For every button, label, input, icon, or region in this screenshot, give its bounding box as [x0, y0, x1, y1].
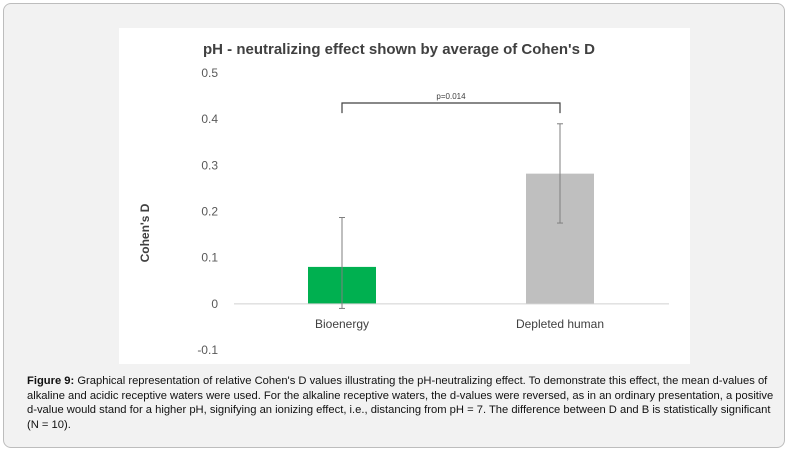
- caption-label: Figure 9:: [27, 375, 75, 387]
- y-tick-label: 0: [211, 297, 218, 311]
- y-axis-label: Cohen's D: [138, 203, 152, 262]
- y-tick-label: 0.1: [201, 251, 218, 265]
- figure-caption: Figure 9: Graphical representation of re…: [27, 374, 777, 432]
- significance-label: p=0.014: [436, 92, 466, 101]
- y-tick-label: -0.1: [197, 343, 218, 357]
- x-tick-label: Depleted human: [516, 317, 604, 331]
- bar-chart: pH - neutralizing effect shown by averag…: [138, 41, 669, 357]
- y-tick-label: 0.2: [201, 205, 218, 219]
- x-tick-label: Bioenergy: [315, 317, 369, 331]
- y-tick-label: 0.5: [201, 66, 218, 80]
- plot-area: 0.5 0.4 0.3 0.2 0.1 0 -0.1 Bioenergy Depleted hu…: [197, 66, 669, 357]
- chart-panel: pH - neutralizing effect shown by averag…: [119, 28, 690, 364]
- y-tick-label: 0.3: [201, 158, 218, 172]
- caption-text: Graphical representation of relative Coh…: [27, 375, 774, 431]
- significance-bracket: [341, 102, 561, 114]
- y-tick-label: 0.4: [201, 112, 218, 126]
- figure-frame: pH - neutralizing effect shown by averag…: [3, 3, 785, 448]
- chart-title: pH - neutralizing effect shown by averag…: [203, 41, 595, 58]
